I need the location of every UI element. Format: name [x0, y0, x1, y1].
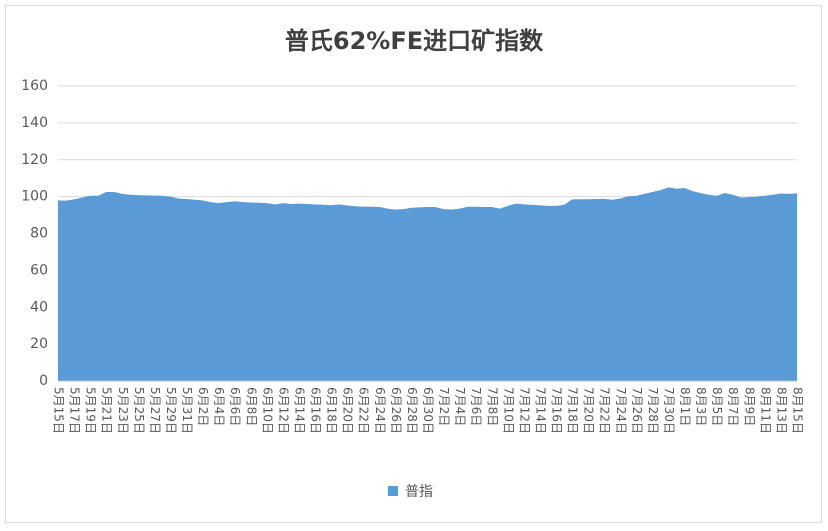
- y-tick-label: 0: [39, 373, 48, 389]
- x-tick-label: 5月15日: [52, 387, 66, 434]
- x-tick-label: 8月7日: [726, 387, 740, 426]
- x-tick-label: 7月24日: [614, 387, 628, 434]
- x-tick-label: 6月2日: [196, 387, 210, 426]
- x-tick-label: 6月30日: [421, 387, 435, 434]
- y-tick-label: 120: [21, 152, 48, 168]
- y-tick-label: 160: [21, 78, 48, 94]
- x-tick-label: 7月28日: [646, 387, 660, 434]
- chart-title: 普氏62%FE进口矿指数: [285, 27, 544, 55]
- x-tick-label: 6月18日: [325, 387, 339, 434]
- x-tick-label: 8月1日: [678, 387, 692, 426]
- x-tick-label: 7月10日: [501, 387, 515, 434]
- y-tick-label: 80: [30, 226, 48, 242]
- y-tick-label: 140: [21, 115, 48, 131]
- x-tick-label: 8月11日: [758, 387, 772, 434]
- x-tick-label: 7月26日: [630, 387, 644, 434]
- x-tick-label: 7月20日: [582, 387, 596, 434]
- x-tick-label: 8月3日: [694, 387, 708, 426]
- legend-label: 普指: [405, 484, 433, 500]
- x-tick-label: 5月23日: [116, 387, 130, 434]
- x-tick-label: 7月12日: [517, 387, 531, 434]
- x-tick-label: 7月6日: [469, 387, 483, 426]
- x-tick-label: 7月14日: [533, 387, 547, 434]
- x-tick-label: 6月10日: [260, 387, 274, 434]
- x-tick-label: 6月16日: [309, 387, 323, 434]
- x-tick-label: 7月4日: [453, 387, 467, 426]
- y-tick-label: 40: [30, 299, 48, 315]
- x-tick-label: 7月16日: [550, 387, 564, 434]
- x-tick-label: 5月31日: [180, 387, 194, 434]
- x-tick-label: 8月5日: [710, 387, 724, 426]
- x-tick-label: 5月27日: [148, 387, 162, 434]
- area: [58, 187, 797, 381]
- legend-swatch: [388, 486, 398, 496]
- x-tick-label: 6月6日: [228, 387, 242, 426]
- x-tick-label: 8月13日: [774, 387, 788, 434]
- x-tick-label: 5月21日: [100, 387, 114, 434]
- x-tick-label: 6月20日: [341, 387, 355, 434]
- x-tick-label: 8月9日: [742, 387, 756, 426]
- x-tick-label: 5月29日: [164, 387, 178, 434]
- x-tick-label: 7月18日: [566, 387, 580, 434]
- x-tick-label: 5月17日: [68, 387, 82, 434]
- x-tick-label: 7月2日: [437, 387, 451, 426]
- x-tick-label: 7月30日: [662, 387, 676, 434]
- x-tick-label: 6月4日: [212, 387, 226, 426]
- x-tick-label: 6月26日: [389, 387, 403, 434]
- x-tick-label: 6月24日: [373, 387, 387, 434]
- x-tick-label: 7月8日: [485, 387, 499, 426]
- x-tick-label: 8月15日: [791, 387, 805, 434]
- x-tick-label: 5月19日: [84, 387, 98, 434]
- x-tick-label: 6月22日: [357, 387, 371, 434]
- x-tick-label: 6月12日: [276, 387, 290, 434]
- x-tick-label: 7月22日: [598, 387, 612, 434]
- x-tick-label: 6月14日: [292, 387, 306, 434]
- x-tick-label: 6月8日: [244, 387, 258, 426]
- y-tick-label: 100: [21, 189, 48, 205]
- y-tick-label: 60: [30, 262, 48, 278]
- x-tick-label: 5月25日: [132, 387, 146, 434]
- y-tick-label: 20: [30, 336, 48, 352]
- x-tick-label: 6月28日: [405, 387, 419, 434]
